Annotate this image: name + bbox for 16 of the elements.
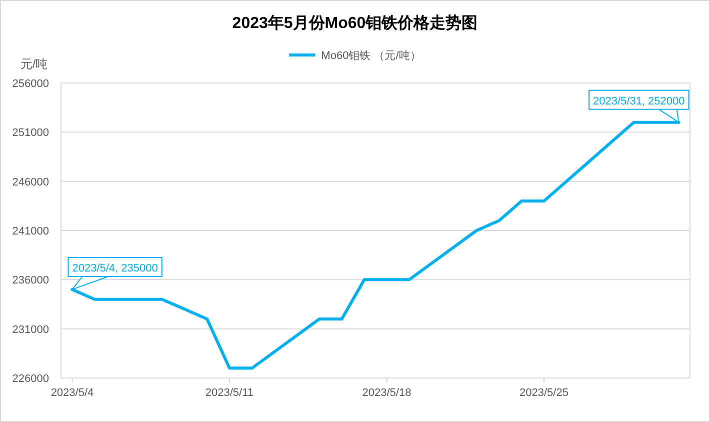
x-tick-label: 2023/5/18 — [362, 387, 412, 399]
annotation: 2023/5/31, 252000 — [593, 95, 685, 108]
x-tick-label: 2023/5/11 — [205, 387, 254, 399]
y-tick-label: 226000 — [12, 373, 49, 385]
chart-title: 2023年5月份Mo60钼铁价格走势图 — [232, 14, 478, 32]
legend-label: Mo60钼铁 （元/吨） — [321, 49, 421, 62]
y-tick-label: 246000 — [12, 176, 49, 188]
y-tick-label: 256000 — [12, 78, 49, 90]
y-tick-label: 236000 — [12, 274, 49, 287]
y-tick-label: 251000 — [12, 127, 49, 140]
y-axis-title: 元/吨 — [20, 57, 48, 71]
annotation: 2023/5/4, 235000 — [72, 262, 158, 274]
x-tick-label: 2023/5/25 — [520, 387, 568, 399]
x-tick-label: 2023/5/4 — [50, 387, 94, 399]
y-tick-label: 231000 — [12, 324, 49, 336]
y-tick-label: 241000 — [12, 226, 49, 238]
